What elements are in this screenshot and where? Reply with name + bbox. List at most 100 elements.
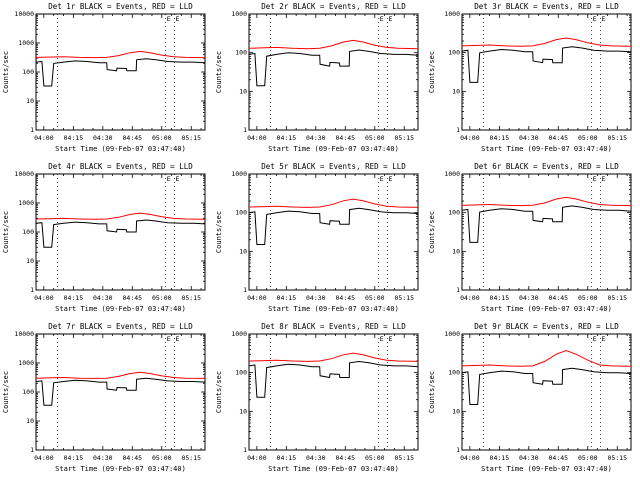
marker-label: E xyxy=(167,175,171,183)
y-axis-label: Counts/sec xyxy=(428,371,436,413)
plot-frame xyxy=(248,173,419,291)
lld-line xyxy=(35,212,206,220)
x-axis-label: Start Time (09-Feb-07 03:47:40) xyxy=(268,305,399,313)
x-tick-label: 04:30 xyxy=(519,454,539,462)
x-axis-label: Start Time (09-Feb-07 03:47:40) xyxy=(481,305,612,313)
events-line xyxy=(35,377,206,406)
x-tick-label: 04:30 xyxy=(519,294,539,302)
y-tick-label: 1000 xyxy=(231,170,247,178)
x-axis-label: Start Time (09-Feb-07 03:47:40) xyxy=(268,465,399,473)
panel-title: Det 8r BLACK = Events, RED = LLD xyxy=(261,322,406,331)
y-tick-label: 1 xyxy=(243,126,247,134)
x-tick-label: 04:45 xyxy=(123,134,143,142)
panel-title: Det 3r BLACK = Events, RED = LLD xyxy=(474,2,619,11)
x-tick-label: 04:15 xyxy=(64,134,84,142)
marker-label: E xyxy=(380,175,384,183)
marker-label: E xyxy=(602,175,606,183)
y-tick-label: 1 xyxy=(30,286,34,294)
panel-title: Det 7r BLACK = Events, RED = LLD xyxy=(48,322,193,331)
marker-label: E xyxy=(593,335,597,343)
marker-label: E xyxy=(602,335,606,343)
x-tick-label: 04:15 xyxy=(277,134,297,142)
events-line xyxy=(461,367,632,405)
plot-panel-det-1r: Det 1r BLACK = Events, RED = LLD 04:00 04:… xyxy=(2,2,206,153)
x-tick-label: 04:30 xyxy=(519,134,539,142)
y-tick-label: 10000 xyxy=(14,170,34,178)
y-tick-label: 100 xyxy=(448,369,460,377)
marker-label: E xyxy=(602,15,606,23)
y-axis-ticks xyxy=(36,13,205,131)
x-tick-label: 05:00 xyxy=(152,294,172,302)
x-axis-ticks xyxy=(256,174,415,290)
x-tick-label: 04:45 xyxy=(549,294,569,302)
y-axis-label: Counts/sec xyxy=(428,211,436,253)
y-axis-label: Counts/sec xyxy=(428,51,436,93)
marker-label: E xyxy=(389,335,393,343)
y-axis-ticks xyxy=(249,173,418,291)
x-tick-label: 04:45 xyxy=(549,134,569,142)
marker-label: E xyxy=(389,175,393,183)
x-tick-label: 04:00 xyxy=(247,294,267,302)
y-tick-label: 100 xyxy=(22,68,34,76)
x-axis-label: Start Time (09-Feb-07 03:47:40) xyxy=(55,465,186,473)
x-tick-label: 05:15 xyxy=(394,134,414,142)
x-axis-label: Start Time (09-Feb-07 03:47:40) xyxy=(481,465,612,473)
x-axis-label: Start Time (09-Feb-07 03:47:40) xyxy=(55,145,186,153)
lld-line xyxy=(461,196,632,207)
lld-line xyxy=(248,39,419,50)
y-axis-label: Counts/sec xyxy=(215,211,223,253)
plot-frame xyxy=(248,333,419,451)
x-tick-label: 04:15 xyxy=(490,294,510,302)
plot-panel-det-2r: Det 2r BLACK = Events, RED = LLD 04:00 04:… xyxy=(215,2,419,153)
y-tick-label: 1000 xyxy=(444,330,460,338)
plot-panel-det-4r: Det 4r BLACK = Events, RED = LLD 04:00 04:… xyxy=(2,162,206,313)
y-tick-label: 1 xyxy=(456,286,460,294)
y-tick-label: 10 xyxy=(452,407,460,415)
plot-panel-det-7r: Det 7r BLACK = Events, RED = LLD 04:00 04:… xyxy=(2,322,206,473)
marker-label: E xyxy=(176,15,180,23)
y-tick-label: 10 xyxy=(26,257,34,265)
y-axis-ticks xyxy=(462,13,631,131)
y-tick-label: 10 xyxy=(26,97,34,105)
events-line xyxy=(461,46,632,83)
x-tick-label: 05:15 xyxy=(181,294,201,302)
x-tick-label: 04:00 xyxy=(34,134,54,142)
plot-frame xyxy=(35,13,206,131)
plot-panel-det-9r: Det 9r BLACK = Events, RED = LLD 04:00 04:… xyxy=(428,322,632,473)
y-tick-label: 1000 xyxy=(18,199,34,207)
plot-frame xyxy=(461,13,632,131)
marker-label: E xyxy=(167,335,171,343)
x-tick-label: 05:15 xyxy=(181,134,201,142)
y-axis-ticks xyxy=(462,333,631,451)
y-tick-label: 1000 xyxy=(18,39,34,47)
x-tick-label: 04:45 xyxy=(336,294,356,302)
x-tick-label: 04:15 xyxy=(64,294,84,302)
y-tick-label: 100 xyxy=(448,49,460,57)
x-tick-label: 04:15 xyxy=(277,454,297,462)
marker-label: E xyxy=(167,15,171,23)
y-tick-label: 1 xyxy=(243,286,247,294)
panel-title: Det 5r BLACK = Events, RED = LLD xyxy=(261,162,406,171)
x-axis-ticks xyxy=(43,14,202,130)
plot-panel-det-6r: Det 6r BLACK = Events, RED = LLD 04:00 04:… xyxy=(428,162,632,313)
marker-label: E xyxy=(593,15,597,23)
x-axis-label: Start Time (09-Feb-07 03:47:40) xyxy=(268,145,399,153)
x-tick-label: 04:45 xyxy=(549,454,569,462)
x-tick-label: 05:00 xyxy=(365,294,385,302)
y-axis-label: Counts/sec xyxy=(2,371,10,413)
y-tick-label: 1 xyxy=(30,446,34,454)
y-tick-label: 10 xyxy=(239,87,247,95)
y-tick-label: 1 xyxy=(456,446,460,454)
x-tick-label: 05:00 xyxy=(578,454,598,462)
panel-title: Det 1r BLACK = Events, RED = LLD xyxy=(48,2,193,11)
y-tick-label: 100 xyxy=(22,388,34,396)
events-line xyxy=(35,219,206,248)
plot-frame xyxy=(35,173,206,291)
x-tick-label: 05:00 xyxy=(365,134,385,142)
events-line xyxy=(248,207,419,245)
x-tick-label: 04:45 xyxy=(336,454,356,462)
x-tick-label: 04:00 xyxy=(460,134,480,142)
lld-line xyxy=(35,50,206,59)
